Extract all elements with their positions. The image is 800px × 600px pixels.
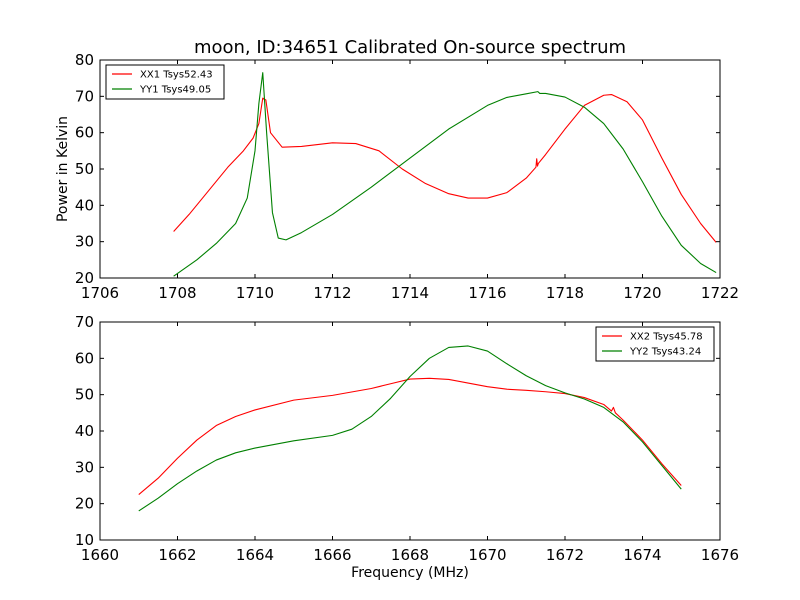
legend-label: XX1 Tsys52.43 [140,70,213,81]
legend-label: YY1 Tsys49.05 [139,85,211,96]
y-axis-label: Power in Kelvin [55,116,71,222]
legend-label: YY2 Tsys43.24 [629,347,701,358]
series-line-yy2 [138,345,682,512]
x-tick-label: 1716 [468,284,506,302]
y-tick-label: 50 [75,386,94,404]
series-group [173,72,717,277]
x-tick-label: 1714 [391,284,429,302]
top-panel: 1706 1708 1710 1712 1714 1716 1718 1720 1722 20 30… [75,51,739,302]
y-tick-label: 40 [75,196,94,214]
x-tick-label: 1718 [546,284,584,302]
x-tick-label: 1668 [391,546,429,564]
x-tick-label: 1666 [313,546,351,564]
x-tick-label: 1672 [546,546,584,564]
chart-title: moon, ID:34651 Calibrated On-source spec… [194,37,626,58]
y-tick-label: 30 [75,233,94,251]
x-tick-label: 1664 [236,546,274,564]
x-tick-label: 1710 [236,284,274,302]
legend: XX1 Tsys52.43 YY1 Tsys49.05 [105,64,225,100]
y-tick-label: 80 [75,51,94,69]
legend-box [105,64,225,100]
series-group [138,345,682,512]
y-tick-label: 50 [75,160,94,178]
legend: XX2 Tsys45.78 YY2 Tsys43.24 [595,326,715,362]
x-tick-label: 1722 [701,284,739,302]
y-tick-label: 20 [75,495,94,513]
x-tick-label: 1676 [701,546,739,564]
x-tick-label: 1662 [158,546,196,564]
y-tick-label: 70 [75,313,94,331]
x-tick-label: 1660 [81,546,119,564]
y-tick-label: 70 [75,87,94,105]
y-tick-label: 20 [75,269,94,287]
series-line-xx2 [138,377,682,496]
bottom-panel: 1660 1662 1664 1666 1668 1670 1672 1674 1676 10 20… [75,313,739,564]
x-tick-label: 1708 [158,284,196,302]
x-tick-label: 1674 [623,546,661,564]
y-tick-label: 60 [75,349,94,367]
legend-label: XX2 Tsys45.78 [630,332,703,343]
legend-box [595,326,715,362]
y-tick-label: 30 [75,458,94,476]
x-tick-label: 1712 [313,284,351,302]
x-tick-label: 1706 [81,284,119,302]
y-tick-label: 10 [75,531,94,549]
y-tick-label: 60 [75,124,94,142]
x-tick-label: 1670 [468,546,506,564]
x-axis-label: Frequency (MHz) [351,565,469,581]
series-line-yy1 [173,72,717,277]
y-tick-label: 40 [75,422,94,440]
series-line-xx1 [173,93,717,243]
x-tick-label: 1720 [623,284,661,302]
